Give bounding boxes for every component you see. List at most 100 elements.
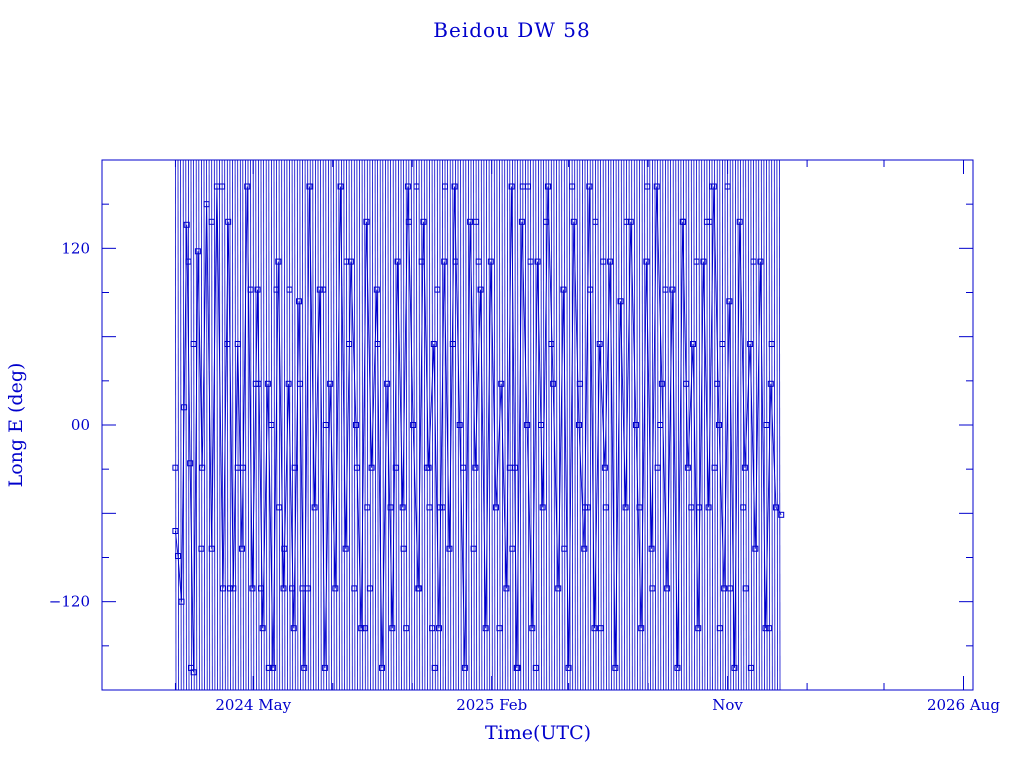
drift-track <box>652 159 654 691</box>
drift-track <box>633 159 636 691</box>
data-point <box>321 664 328 671</box>
data-point <box>600 258 607 265</box>
drift-track <box>263 159 265 691</box>
data-point <box>586 183 593 190</box>
data-point <box>498 380 505 387</box>
data-point <box>286 286 293 293</box>
data-point <box>418 258 425 265</box>
drift-track <box>569 159 571 691</box>
drift-track <box>646 159 649 691</box>
drift-track <box>286 159 288 691</box>
data-point <box>695 625 702 632</box>
data-point <box>249 585 256 592</box>
drift-track <box>519 159 522 691</box>
drift-track <box>245 159 247 691</box>
drift-track <box>750 159 752 691</box>
data-point <box>320 286 327 293</box>
drift-track <box>364 159 366 691</box>
drift-track <box>343 159 345 691</box>
drift-track <box>550 159 553 691</box>
data-point <box>508 183 515 190</box>
data-point <box>617 298 624 305</box>
data-point <box>524 422 531 428</box>
drift-track <box>727 159 729 691</box>
data-point <box>276 504 283 511</box>
drift-track <box>201 159 203 691</box>
data-point <box>337 183 344 190</box>
drift-track <box>460 159 462 691</box>
data-point <box>633 422 639 428</box>
data-point <box>518 218 525 225</box>
drift-track <box>296 159 299 691</box>
data-point <box>512 464 518 471</box>
drift-track <box>400 159 402 691</box>
drift-track <box>382 159 384 691</box>
drift-track <box>447 159 449 691</box>
drift-track <box>620 159 623 691</box>
drift-track <box>436 159 439 691</box>
drift-track <box>675 159 677 691</box>
drift-track <box>325 159 327 691</box>
data-point <box>296 380 303 387</box>
data-point <box>473 218 480 225</box>
drift-track <box>366 159 369 691</box>
drift-track <box>649 159 651 691</box>
data-point <box>358 625 365 632</box>
drift-track <box>475 159 478 691</box>
data-point <box>460 464 467 471</box>
drift-track <box>232 159 234 691</box>
drift-track <box>760 159 763 691</box>
drift-track <box>602 159 605 691</box>
data-point <box>268 422 275 428</box>
data-point <box>602 504 609 511</box>
drift-track <box>348 159 351 691</box>
drift-track <box>237 159 239 691</box>
data-point <box>199 464 206 471</box>
drift-track <box>395 159 397 691</box>
x-tick-label: 2026 Aug <box>927 696 1000 714</box>
data-point <box>290 625 297 632</box>
data-point <box>688 504 695 511</box>
drift-track <box>302 159 304 691</box>
data-point <box>740 504 747 511</box>
data-point <box>762 625 769 632</box>
drift-track <box>615 159 618 691</box>
drift-track <box>439 159 441 691</box>
drift-track <box>504 159 506 691</box>
drift-track <box>758 159 760 691</box>
data-point <box>757 258 764 265</box>
data-point <box>342 545 349 552</box>
data-point <box>254 286 261 293</box>
drift-track <box>618 159 620 691</box>
drift-track <box>486 159 488 691</box>
data-point <box>662 286 669 293</box>
drift-track <box>506 159 509 691</box>
x-tick-labels: 2024 May 2025 Feb Nov 2026 Aug <box>215 696 1000 714</box>
data-point <box>188 664 194 671</box>
data-point <box>413 183 420 190</box>
data-point <box>220 585 226 592</box>
data-point <box>346 341 353 347</box>
data-point <box>430 341 437 347</box>
drift-track <box>452 159 454 691</box>
data-point <box>750 258 757 265</box>
data-point <box>644 183 651 190</box>
drift-track <box>356 159 358 691</box>
data-point <box>366 585 373 592</box>
data-point <box>416 585 423 592</box>
data-point <box>258 585 264 592</box>
data-point <box>475 258 482 265</box>
drift-track <box>680 159 682 691</box>
drift-track <box>351 159 353 691</box>
data-point <box>175 553 181 559</box>
drift-track <box>416 159 418 691</box>
drift-track <box>670 159 672 691</box>
drift-track <box>525 159 527 691</box>
drift-track <box>766 159 768 691</box>
data-point <box>363 218 370 225</box>
drift-track <box>216 159 218 691</box>
data-point <box>247 286 254 293</box>
drift-track <box>688 159 690 691</box>
drift-track <box>636 159 638 691</box>
